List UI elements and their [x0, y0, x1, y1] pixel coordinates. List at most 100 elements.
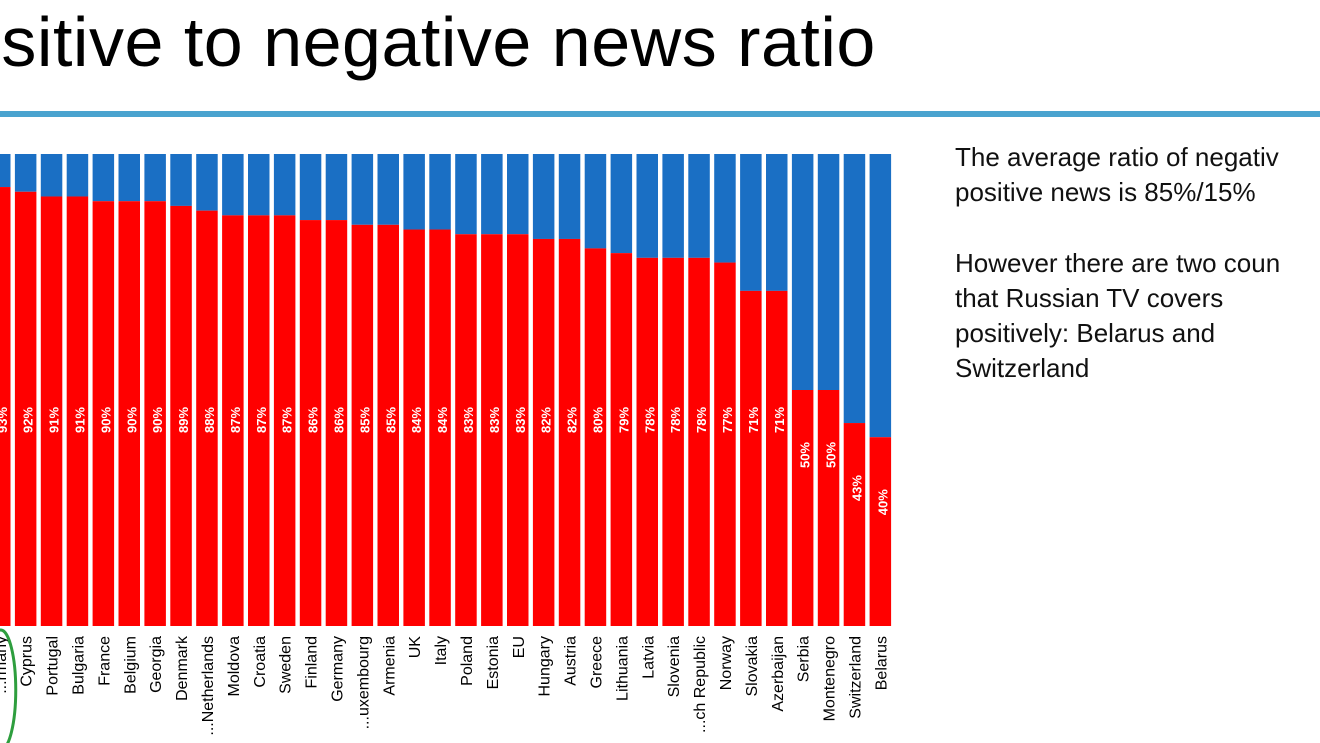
positive-bar: [843, 154, 866, 424]
positive-bar: [481, 154, 503, 235]
bar-value-label: 79%: [616, 407, 631, 433]
negative-bar: [843, 423, 866, 626]
bar-value-label: 77%: [720, 407, 735, 433]
positive-bar: [66, 154, 89, 197]
category-tick-label: Norway: [718, 636, 735, 690]
negative-bar: [481, 234, 503, 627]
positive-bar: [170, 154, 192, 206]
bar-value-label: 87%: [280, 407, 295, 433]
category-tick-label: Bulgaria: [70, 636, 87, 695]
negative-bar: [455, 234, 477, 627]
bar-value-label: 91%: [72, 407, 87, 433]
positive-bar: [558, 154, 581, 239]
category-tick-label: Belgium: [122, 636, 139, 694]
positive-bar: [766, 154, 788, 291]
positive-bar: [455, 154, 477, 235]
negative-bar: [507, 234, 529, 627]
category-tick-label: Finland: [304, 636, 321, 688]
category-tick-label: Sweden: [278, 636, 295, 694]
negative-bar: [196, 210, 218, 626]
negative-bar: [351, 224, 374, 627]
bar-value-label: 85%: [383, 407, 398, 433]
bar-value-label: 78%: [642, 407, 657, 433]
note-line: that Russian TV covers: [955, 283, 1224, 313]
negative-bar: [558, 238, 581, 626]
category-tick-label: Latvia: [640, 636, 657, 679]
bar-value-label: 86%: [331, 407, 346, 433]
bar-value-label: 82%: [539, 407, 554, 433]
positive-bar: [40, 154, 63, 197]
positive-bar: [196, 154, 218, 211]
negative-bar: [662, 257, 684, 626]
category-tick-label: Moldova: [226, 636, 243, 697]
category-tick-label: Armenia: [381, 636, 398, 696]
negative-bar: [869, 437, 892, 626]
negative-bar: [791, 390, 814, 626]
bar-value-label: 50%: [824, 442, 839, 468]
bar-value-label: 88%: [202, 407, 217, 433]
category-tick-label: Slovakia: [744, 636, 761, 697]
bar-value-label: 86%: [306, 407, 321, 433]
bar-value-label: 83%: [461, 407, 476, 433]
category-tick-label: UK: [407, 636, 424, 659]
category-tick-label: Belarus: [873, 636, 890, 690]
bar-value-label: 71%: [746, 407, 761, 433]
negative-bar: [532, 238, 555, 626]
bar-value-label: 90%: [150, 407, 165, 433]
positive-bar: [248, 154, 270, 216]
negative-bar: [584, 248, 607, 626]
category-tick-label: Serbia: [796, 636, 813, 682]
negative-bar: [273, 215, 296, 627]
category-tick-label: EU: [511, 636, 528, 658]
category-tick-label: Cyprus: [19, 636, 36, 687]
bar-value-label: 78%: [694, 407, 709, 433]
category-tick-label: Montenegro: [822, 636, 839, 721]
positive-bar: [584, 154, 607, 249]
positive-bar: [144, 154, 166, 202]
positive-bar: [610, 154, 633, 254]
note-line: The average ratio of negativ: [955, 142, 1279, 172]
positive-bar: [817, 154, 840, 390]
category-tick-label: ...Netherlands: [200, 636, 217, 736]
negative-bar: [377, 224, 399, 627]
category-tick-label: Lithuania: [614, 636, 631, 701]
negative-bar: [688, 257, 710, 626]
positive-bar: [403, 154, 425, 230]
category-tick-label: Greece: [588, 636, 605, 689]
negative-bar: [92, 201, 115, 626]
negative-bar: [740, 290, 762, 626]
bar-value-label: 90%: [98, 407, 113, 433]
positive-bar: [351, 154, 374, 225]
category-tick-label: Portugal: [45, 636, 62, 696]
negative-bar: [170, 205, 192, 627]
category-tick-label: Switzerland: [847, 636, 864, 719]
bar-value-label: 80%: [590, 407, 605, 433]
category-tick-label: Estonia: [485, 636, 502, 689]
bar-value-label: 90%: [124, 407, 139, 433]
bar-value-label: 84%: [409, 407, 424, 433]
positive-bar: [273, 154, 296, 216]
bar-value-label: 83%: [487, 407, 502, 433]
bar-value-label: 93%: [0, 407, 10, 433]
title-underline: [0, 111, 1320, 117]
highlight-circle: [0, 628, 18, 743]
positive-bar: [791, 154, 814, 390]
category-tick-label: Germany: [329, 636, 346, 702]
bar-value-label: 50%: [798, 442, 813, 468]
note-line: positively: Belarus and: [955, 318, 1216, 348]
positive-bar: [299, 154, 322, 221]
bar-value-label: 43%: [849, 475, 864, 501]
positive-bar: [0, 154, 11, 188]
stacked-bar-chart: 93% ...rmany 92% Cyprus 91% Portugal 91% Bulgar…: [0, 154, 892, 743]
page-title: ositive to negative news ratio: [0, 3, 876, 81]
note-average: The average ratio of negativ positive ne…: [955, 140, 1320, 210]
positive-bar: [714, 154, 736, 263]
negative-bar: [403, 229, 425, 626]
category-tick-label: Slovenia: [666, 636, 683, 697]
category-tick-label: France: [96, 636, 113, 686]
positive-bar: [325, 154, 348, 221]
category-tick-label: Denmark: [174, 635, 191, 701]
negative-bar: [14, 191, 37, 626]
bar-value-label: 84%: [435, 407, 450, 433]
negative-bar: [766, 290, 788, 626]
